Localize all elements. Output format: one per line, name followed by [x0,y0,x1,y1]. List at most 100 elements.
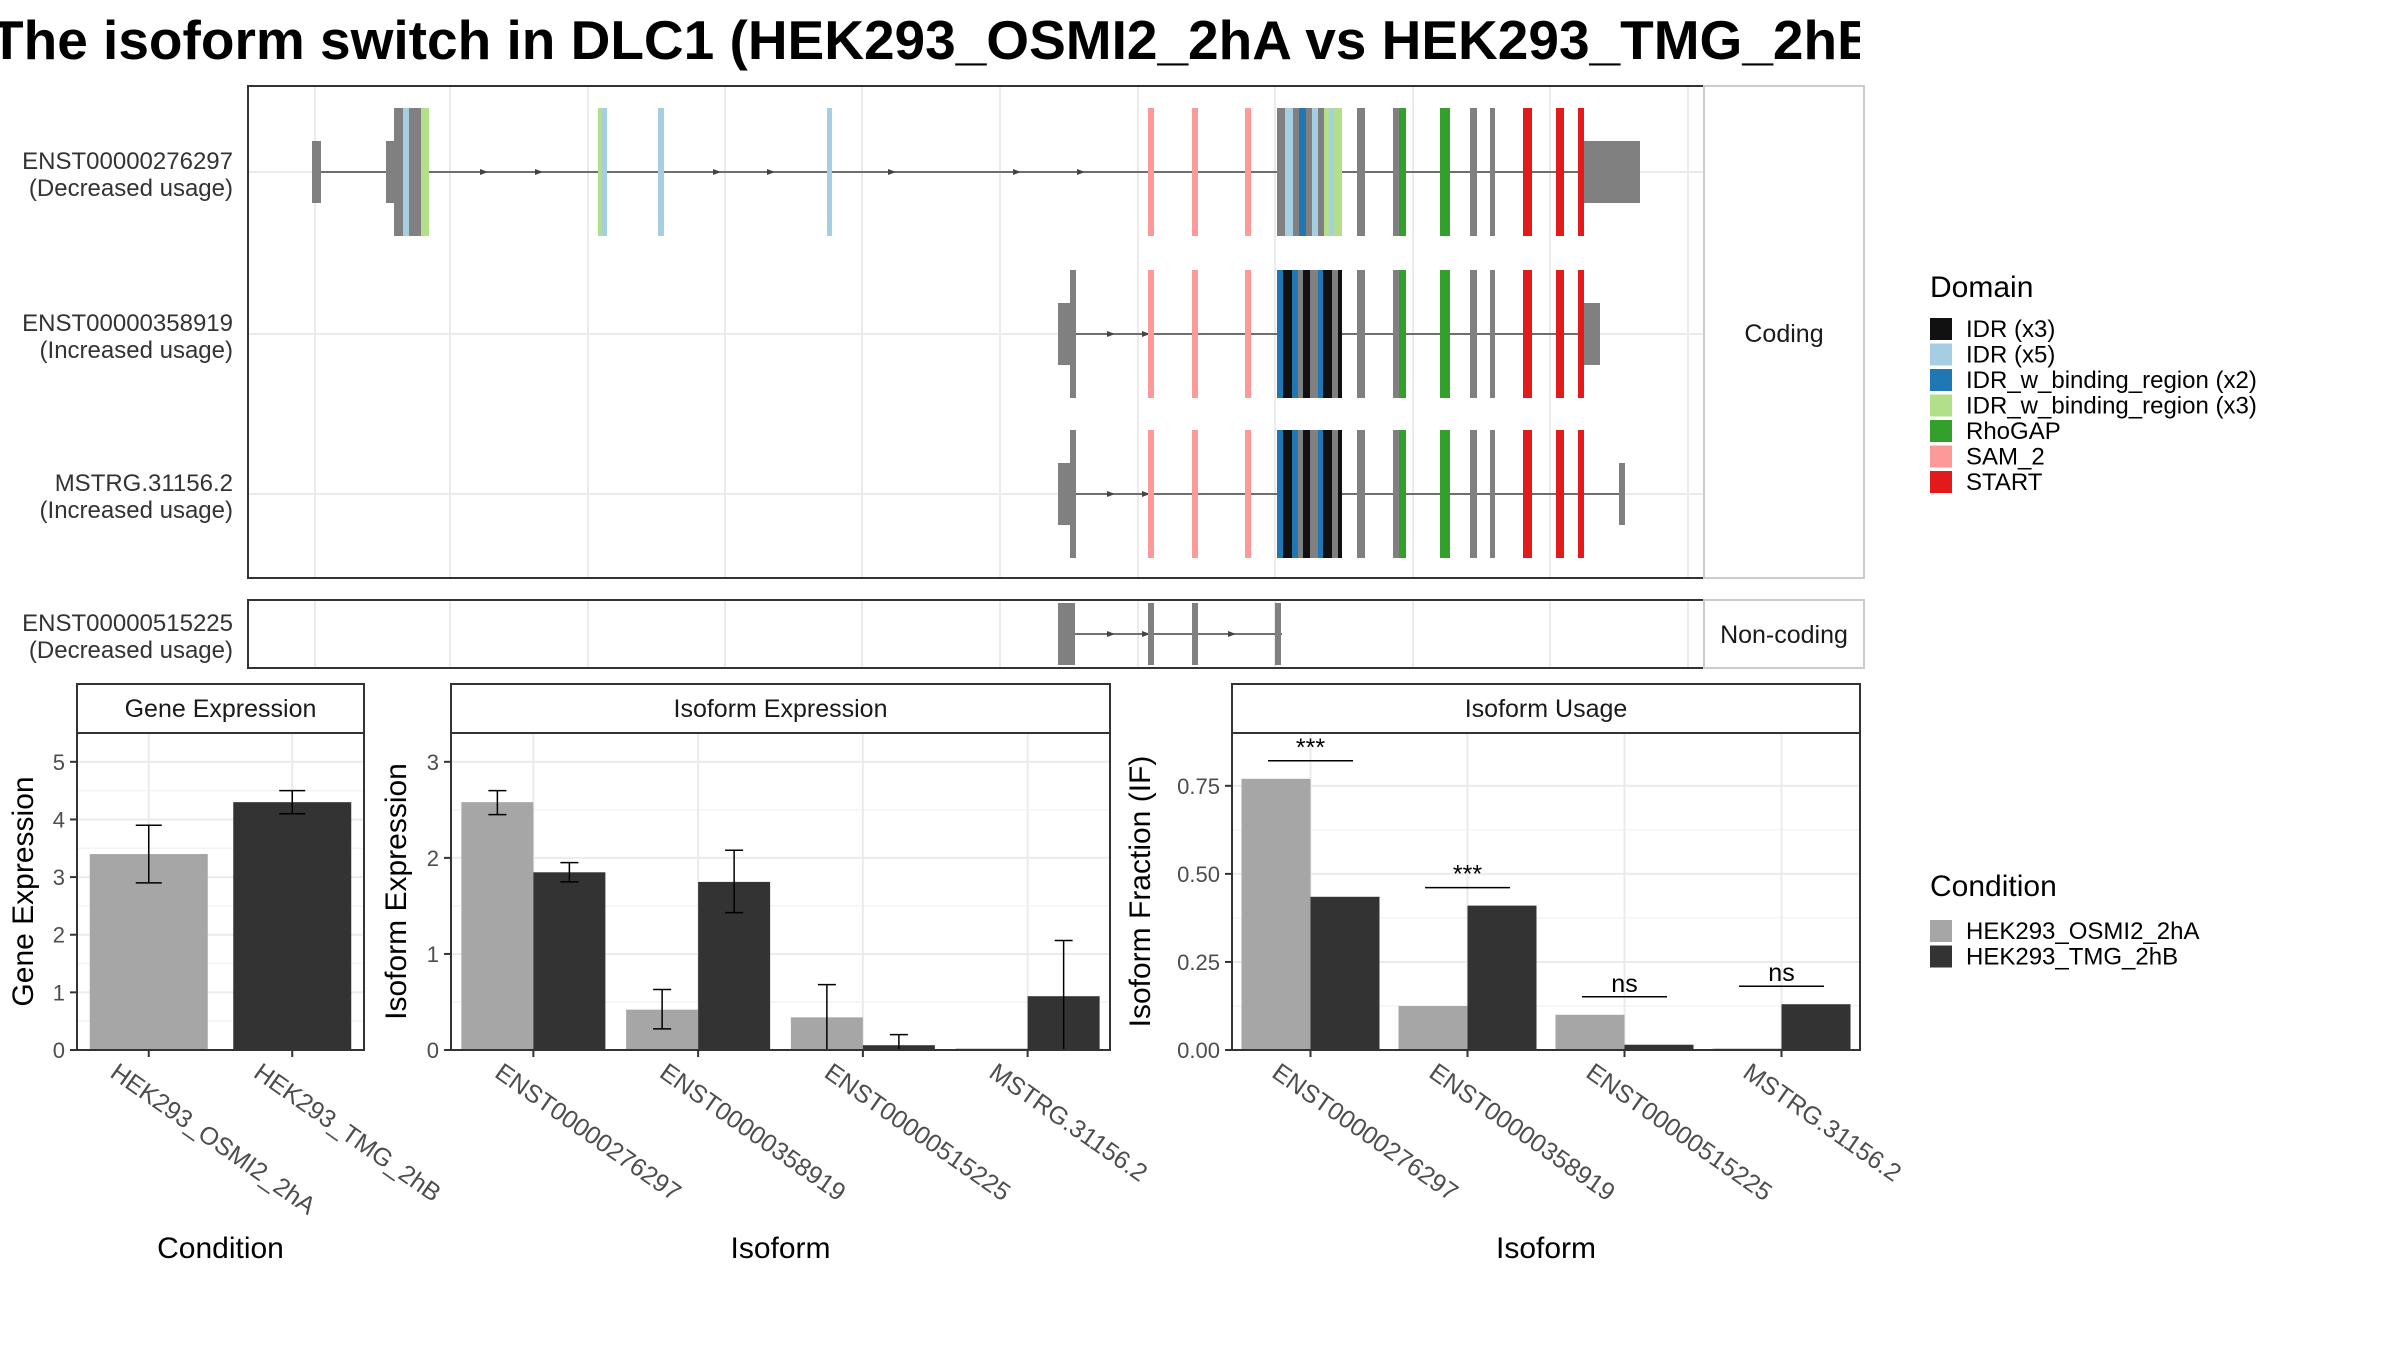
exon [1277,430,1283,558]
exon-utr [1058,303,1072,365]
exon [1490,430,1495,558]
exon [1283,270,1292,398]
bar [233,802,352,1050]
exon-sam2 [1245,108,1251,236]
exon [1306,108,1312,236]
significance-label: *** [1296,734,1325,762]
bar [1781,1004,1851,1050]
exon [1058,603,1075,665]
exon [1523,108,1532,236]
exon [1399,270,1406,398]
intron-arrow [1107,331,1115,337]
intron-arrow [1107,491,1115,497]
chart-title: Isoform Expression [674,695,888,723]
transcript-id-label: MSTRG.31156.2 [55,470,233,497]
bar [1624,1044,1694,1050]
chart-panel-frame [450,732,1111,1051]
exon [1393,430,1399,558]
exon-utr [1584,141,1640,203]
y-tick-label: 0.25 [1177,950,1220,975]
exon [1338,430,1342,558]
y-tick-label: 0.75 [1177,774,1220,799]
exon [1490,108,1495,236]
exon-sam2 [1148,270,1154,398]
exon [1490,270,1495,398]
exon [658,108,664,236]
exon [403,108,409,236]
exon [1310,430,1318,558]
transcript-id-label: ENST00000276297 [22,148,233,175]
exon [1399,430,1406,558]
exon [1293,108,1299,236]
noncoding-panel-frame [247,599,1705,669]
significance-label: ns [1611,970,1637,998]
chart-title-strip [1231,683,1861,734]
noncoding-strip [1703,599,1865,669]
y-axis-title: Gene Expression [7,776,40,1006]
exon-sam2 [1192,270,1198,398]
exon [1357,108,1365,236]
exon [1470,108,1477,236]
exon [1393,108,1399,236]
exon [1357,430,1365,558]
x-tick-label: MSTRG.31156.2 [1738,1058,1906,1187]
intron-arrow [1077,169,1085,175]
exon [1310,270,1318,398]
transcript-usage-label: (Decreased usage) [29,637,233,664]
exon [1299,108,1306,236]
exon [1324,108,1330,236]
domain-legend-swatch [1930,471,1952,493]
exon [1332,270,1338,398]
domain-legend-label: IDR_w_binding_region (x3) [1966,393,2257,420]
exon [1312,108,1318,236]
intron-arrow [888,169,896,175]
exon-sam2 [1192,430,1198,558]
exon [1148,603,1154,665]
exon [1578,270,1584,398]
exon [1338,270,1342,398]
x-axis-title: Isoform [730,1232,830,1265]
y-tick-label: 4 [53,807,65,832]
exon-utr [1058,463,1072,525]
y-tick-label: 1 [53,980,65,1005]
exon [1292,270,1298,398]
intron-arrow [480,169,488,175]
domain-legend-label: SAM_2 [1966,444,2045,471]
intron-arrow [767,169,775,175]
exon [1192,603,1198,665]
exon [1556,270,1564,398]
exon [1070,270,1076,398]
exon [1556,430,1564,558]
exon [1357,270,1365,398]
coding-panel-frame [247,85,1705,579]
y-tick-label: 0.00 [1177,1038,1220,1063]
exon [421,108,429,236]
exon [1334,108,1342,236]
exon-utr [1584,303,1600,365]
domain-legend-label: RhoGAP [1966,418,2061,445]
exon-utr [312,141,321,203]
exon [1470,430,1477,558]
exon [1393,270,1399,398]
significance-label: *** [1453,861,1482,889]
exon [1470,270,1477,398]
y-tick-label: 2 [53,923,65,948]
exon [1440,430,1450,558]
intron-arrow [1013,169,1021,175]
coding-strip-label: Coding [1744,320,1823,348]
exon [1318,430,1323,558]
condition-legend-swatch [1930,945,1952,968]
exon-sam2 [1148,430,1154,558]
exon [1298,430,1303,558]
y-tick-label: 3 [53,865,65,890]
condition-legend-title: Condition [1930,870,2057,903]
y-axis-title: Isoform Fraction (IF) [1124,756,1157,1028]
chart-title-strip [450,683,1111,734]
domain-legend-title: Domain [1930,271,2033,304]
exon [1303,270,1310,398]
y-tick-label: 5 [53,750,65,775]
condition-legend-label: HEK293_TMG_2hB [1966,944,2178,971]
exon [1399,108,1406,236]
noncoding-strip-label: Non-coding [1720,621,1848,649]
